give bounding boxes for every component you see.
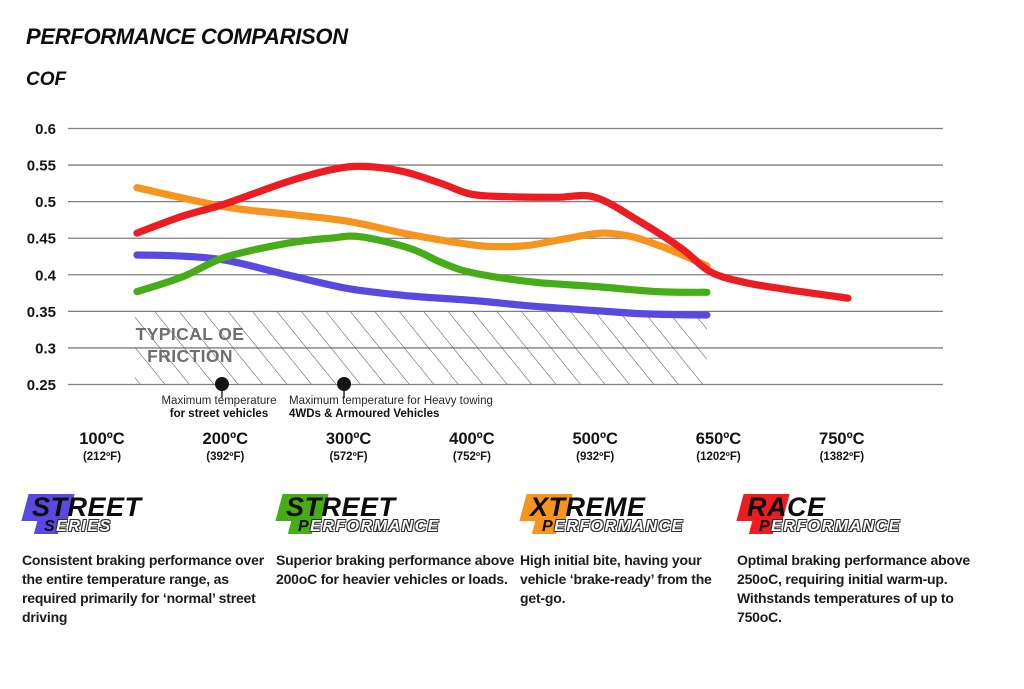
oe-label-line1: TYPICAL OE bbox=[135, 324, 245, 344]
xtreme-performance-logo: XTREME PERFORMANCE bbox=[519, 492, 720, 542]
logo-line2: PERFORMANCE bbox=[759, 518, 901, 535]
oe-label-line2: FRICTION bbox=[147, 346, 233, 366]
logo-line2: SERIES bbox=[44, 518, 112, 535]
y-tick-label: 0.45 bbox=[27, 231, 56, 248]
legend-street-performance: STREET PERFORMANCE Superior braking perf… bbox=[275, 492, 516, 587]
legend-race-performance: RACE PERFORMANCE Optimal braking perform… bbox=[736, 492, 977, 625]
y-tick-label: 0.5 bbox=[35, 194, 56, 211]
y-tick-label: 0.55 bbox=[27, 158, 56, 175]
y-tick-label: 0.3 bbox=[35, 340, 56, 357]
race-performance-line bbox=[133, 162, 852, 302]
street-performance-description: Superior braking performance above 200oC… bbox=[276, 552, 515, 587]
y-axis-title: COF bbox=[26, 69, 67, 90]
logo-line1: RACE bbox=[747, 492, 826, 522]
annotation-line1: Maximum temperature bbox=[161, 395, 277, 407]
x-tick-celsius: 200ºC bbox=[203, 430, 249, 448]
street-series-description: Consistent braking performance over the … bbox=[22, 552, 264, 625]
x-tick-celsius: 750ºC bbox=[819, 430, 865, 448]
street-series-line bbox=[133, 251, 711, 319]
xtreme-performance-description: High initial bite, having your vehicle ‘… bbox=[520, 552, 712, 606]
x-tick-fahrenheit: (932ºF) bbox=[576, 451, 614, 463]
x-tick-fahrenheit: (752ºF) bbox=[453, 451, 491, 463]
oe-friction-band-label: TYPICAL OE FRICTION bbox=[118, 323, 262, 367]
xtreme-performance-line bbox=[133, 184, 711, 270]
page-title: PERFORMANCE COMPARISON bbox=[26, 24, 348, 49]
x-tick-celsius: 100ºC bbox=[79, 430, 125, 448]
annotation-dot bbox=[214, 377, 229, 391]
x-tick-fahrenheit: (392ºF) bbox=[206, 451, 244, 463]
logo-line1: STREET bbox=[32, 492, 142, 522]
logo-line1: XTREME bbox=[530, 492, 646, 522]
logo-line2: PERFORMANCE bbox=[542, 518, 684, 535]
annotation-street-max-temp: Maximum temperature for street vehicles bbox=[126, 395, 312, 420]
x-tick-fahrenheit: (572ºF) bbox=[330, 451, 368, 463]
annotation-line2: 4WDs & Armoured Vehicles bbox=[289, 407, 440, 420]
x-tick-celsius: 650ºC bbox=[696, 430, 742, 448]
logo-line2: PERFORMANCE bbox=[298, 518, 440, 535]
x-tick-fahrenheit: (212ºF) bbox=[83, 451, 121, 463]
race-performance-logo: RACE PERFORMANCE bbox=[736, 492, 977, 542]
street-performance-line bbox=[133, 232, 711, 296]
annotation-towing-max-temp: Maximum temperature for Heavy towing 4WD… bbox=[289, 395, 539, 420]
annotation-dot bbox=[337, 377, 352, 391]
x-tick-celsius: 300ºC bbox=[326, 430, 372, 448]
x-tick-fahrenheit: (1382ºF) bbox=[820, 451, 865, 463]
legend-street-series: STREET SERIES Consistent braking perform… bbox=[21, 492, 268, 625]
y-tick-label: 0.6 bbox=[35, 121, 56, 138]
street-performance-logo: STREET PERFORMANCE bbox=[275, 492, 516, 542]
street-series-logo: STREET SERIES bbox=[21, 492, 268, 542]
y-tick-label: 0.35 bbox=[27, 304, 56, 321]
x-tick-celsius: 400ºC bbox=[449, 430, 495, 448]
y-tick-label: 0.25 bbox=[27, 377, 56, 394]
annotation-line2: for street vehicles bbox=[169, 407, 269, 420]
legend-xtreme-performance: XTREME PERFORMANCE High initial bite, ha… bbox=[519, 492, 720, 606]
race-performance-description: Optimal braking performance above 250oC,… bbox=[737, 552, 971, 625]
x-tick-celsius: 500ºC bbox=[572, 430, 618, 448]
x-tick-fahrenheit: (1202ºF) bbox=[696, 451, 741, 463]
y-tick-label: 0.4 bbox=[35, 267, 57, 284]
logo-line1: STREET bbox=[286, 492, 396, 522]
annotation-line1: Maximum temperature for Heavy towing bbox=[289, 395, 493, 407]
